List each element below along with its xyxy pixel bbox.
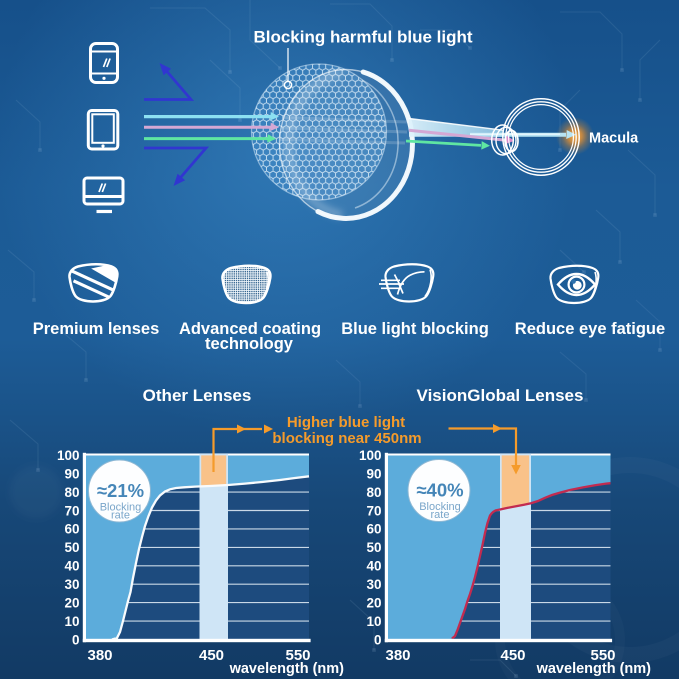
svg-text:Blue light blocking: Blue light blocking [341,320,489,338]
svg-text:20: 20 [64,595,79,610]
svg-text:Reduce eye fatigue: Reduce eye fatigue [515,320,665,338]
svg-text:10: 10 [64,614,79,629]
svg-text:Blocking: Blocking [419,501,461,513]
svg-text:80: 80 [64,485,79,500]
svg-text:Macula: Macula [589,131,639,147]
svg-text:380: 380 [87,647,112,664]
svg-text:≈21%: ≈21% [97,480,144,501]
svg-text:550: 550 [285,647,310,664]
svg-text:70: 70 [64,503,79,518]
svg-text:100: 100 [57,448,80,463]
svg-text:90: 90 [366,466,381,481]
svg-text:380: 380 [385,647,410,664]
svg-text:80: 80 [366,485,381,500]
svg-text:rate: rate [431,509,450,521]
svg-text:Blocking: Blocking [100,502,142,514]
svg-text:20: 20 [366,595,381,610]
svg-text:0: 0 [72,632,80,647]
svg-text:blocking near 450nm: blocking near 450nm [272,430,421,447]
svg-text:Advanced coating: Advanced coating [179,320,321,338]
svg-text:100: 100 [359,448,382,463]
svg-text:450: 450 [199,647,224,664]
svg-text:70: 70 [366,503,381,518]
svg-text:40: 40 [366,559,381,574]
svg-text:wavelength (nm): wavelength (nm) [229,661,345,677]
svg-text:Premium lenses: Premium lenses [33,320,160,338]
svg-text:30: 30 [366,577,381,592]
svg-text:50: 50 [366,540,381,555]
svg-text:VisionGlobal Lenses: VisionGlobal Lenses [417,386,584,405]
svg-text:30: 30 [64,577,79,592]
svg-text:≈40%: ≈40% [416,480,463,501]
svg-text:40: 40 [64,559,79,574]
svg-text:550: 550 [590,647,615,664]
svg-text:450: 450 [500,647,525,664]
svg-text:10: 10 [366,614,381,629]
svg-text:Other Lenses: Other Lenses [143,386,252,405]
svg-text:60: 60 [366,522,381,537]
svg-text:wavelength (nm): wavelength (nm) [536,661,652,677]
svg-text:0: 0 [374,632,382,647]
svg-text:Higher blue light: Higher blue light [287,414,405,431]
svg-text:60: 60 [64,522,79,537]
svg-text:50: 50 [64,540,79,555]
svg-text:technology: technology [205,335,294,353]
svg-text:rate: rate [111,510,130,522]
svg-text:Blocking harmful blue light: Blocking harmful blue light [253,28,472,47]
svg-text:90: 90 [64,466,79,481]
